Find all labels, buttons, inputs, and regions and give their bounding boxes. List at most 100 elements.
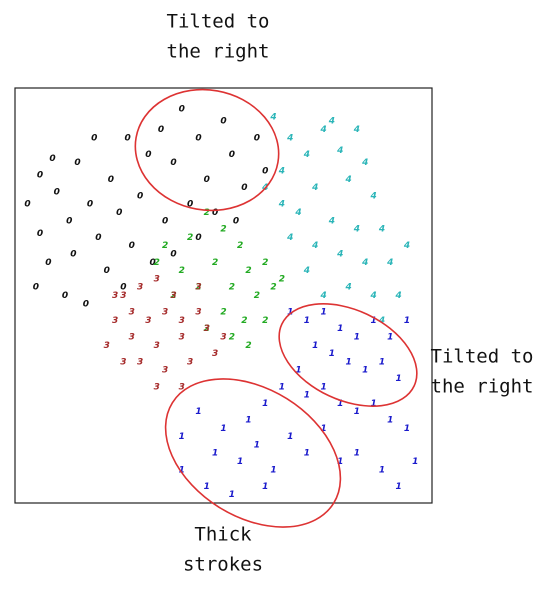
point-glyph: 2: [245, 266, 251, 276]
point-glyph: 0: [54, 187, 60, 197]
point-glyph: 3: [120, 357, 126, 367]
point-glyph: 1: [229, 490, 235, 500]
point-glyph: 1: [262, 399, 268, 409]
point-glyph: 1: [195, 407, 201, 417]
point-glyph: 4: [378, 225, 385, 235]
point-glyph: 0: [187, 200, 193, 210]
point-glyph: 1: [404, 424, 410, 434]
point-glyph: 1: [379, 465, 385, 475]
point-glyph: 0: [137, 191, 143, 201]
point-glyph: 1: [354, 449, 360, 459]
point-glyph: 3: [195, 283, 201, 293]
point-glyph: 4: [278, 167, 285, 177]
point-glyph: 4: [361, 258, 368, 268]
point-glyph: 2: [254, 291, 260, 301]
point-glyph: 0: [124, 133, 130, 143]
points: 0000000000000000000000000000000000000000…: [24, 104, 418, 500]
point-glyph: 2: [162, 241, 168, 251]
point-glyph: 0: [158, 125, 164, 135]
point-glyph: 4: [328, 216, 335, 226]
point-glyph: 1: [329, 349, 335, 359]
point-glyph: 3: [170, 291, 176, 301]
point-glyph: 3: [204, 324, 210, 334]
point-glyph: 0: [129, 241, 135, 251]
point-glyph: 4: [303, 150, 310, 160]
point-glyph: 0: [179, 104, 185, 114]
point-glyph: 1: [270, 465, 276, 475]
point-glyph: 2: [237, 241, 243, 251]
point-glyph: 4: [336, 250, 343, 260]
point-glyph: 1: [320, 382, 326, 392]
point-glyph: 1: [262, 482, 268, 492]
point-glyph: 4: [328, 117, 335, 127]
point-glyph: 1: [337, 457, 343, 467]
point-glyph: 3: [145, 316, 151, 326]
point-glyph: 4: [344, 283, 351, 293]
point-glyph: 2: [212, 258, 218, 268]
annotation-text: the right: [167, 41, 270, 63]
point-glyph: 4: [386, 258, 393, 268]
point-glyph: 1: [362, 366, 368, 376]
point-glyph: 0: [95, 233, 101, 243]
point-glyph: 0: [195, 133, 201, 143]
point-glyph: 4: [311, 183, 318, 193]
point-glyph: 0: [74, 158, 80, 168]
point-glyph: 2: [229, 333, 235, 343]
point-glyph: 2: [195, 283, 201, 293]
point-glyph: 1: [304, 391, 310, 401]
annotation-text: Tilted to: [167, 11, 270, 33]
point-glyph: 1: [237, 457, 243, 467]
highlight-ellipse: [164, 378, 342, 528]
point-glyph: 1: [387, 333, 393, 343]
point-glyph: 3: [137, 283, 143, 293]
point-glyph: 1: [370, 399, 376, 409]
point-glyph: 3: [154, 341, 160, 351]
point-glyph: 2: [220, 308, 226, 318]
point-glyph: 3: [137, 357, 143, 367]
point-glyph: 1: [345, 357, 351, 367]
point-glyph: 1: [320, 308, 326, 318]
point-glyph: 0: [149, 258, 155, 268]
point-glyph: 2: [179, 266, 185, 276]
point-glyph: 0: [220, 117, 226, 127]
point-glyph: 2: [270, 283, 276, 293]
point-glyph: 1: [396, 374, 402, 384]
point-glyph: 2: [245, 341, 251, 351]
point-glyph: 1: [354, 407, 360, 417]
point-glyph: 0: [120, 283, 126, 293]
point-glyph: 4: [353, 225, 360, 235]
point-glyph: 0: [254, 133, 260, 143]
point-glyph: 1: [404, 316, 410, 326]
point-glyph: 0: [241, 183, 247, 193]
point-glyph: 1: [254, 440, 260, 450]
annotation-text: the right: [431, 376, 534, 398]
point-glyph: 1: [396, 482, 402, 492]
point-glyph: 0: [104, 266, 110, 276]
point-glyph: 4: [395, 291, 402, 301]
point-glyph: 2: [170, 291, 176, 301]
point-glyph: 0: [83, 299, 89, 309]
highlight-ellipse: [278, 303, 418, 407]
point-glyph: 2: [229, 283, 235, 293]
highlights: [134, 88, 418, 528]
point-glyph: 4: [361, 158, 368, 168]
point-glyph: 0: [116, 208, 122, 218]
point-glyph: 4: [303, 266, 310, 276]
point-glyph: 0: [212, 208, 218, 218]
point-glyph: 2: [154, 258, 160, 268]
point-glyph: 0: [70, 250, 76, 260]
point-glyph: 3: [220, 333, 226, 343]
point-glyph: 1: [337, 399, 343, 409]
point-glyph: 1: [279, 382, 285, 392]
point-glyph: 2: [220, 225, 226, 235]
point-glyph: 3: [212, 349, 218, 359]
point-glyph: 0: [170, 250, 176, 260]
point-glyph: 1: [212, 449, 218, 459]
point-glyph: 2: [204, 324, 210, 334]
point-glyph: 3: [120, 291, 126, 301]
point-glyph: 4: [378, 316, 385, 326]
point-glyph: 0: [87, 200, 93, 210]
point-glyph: 4: [369, 191, 376, 201]
point-glyph: 4: [369, 291, 376, 301]
